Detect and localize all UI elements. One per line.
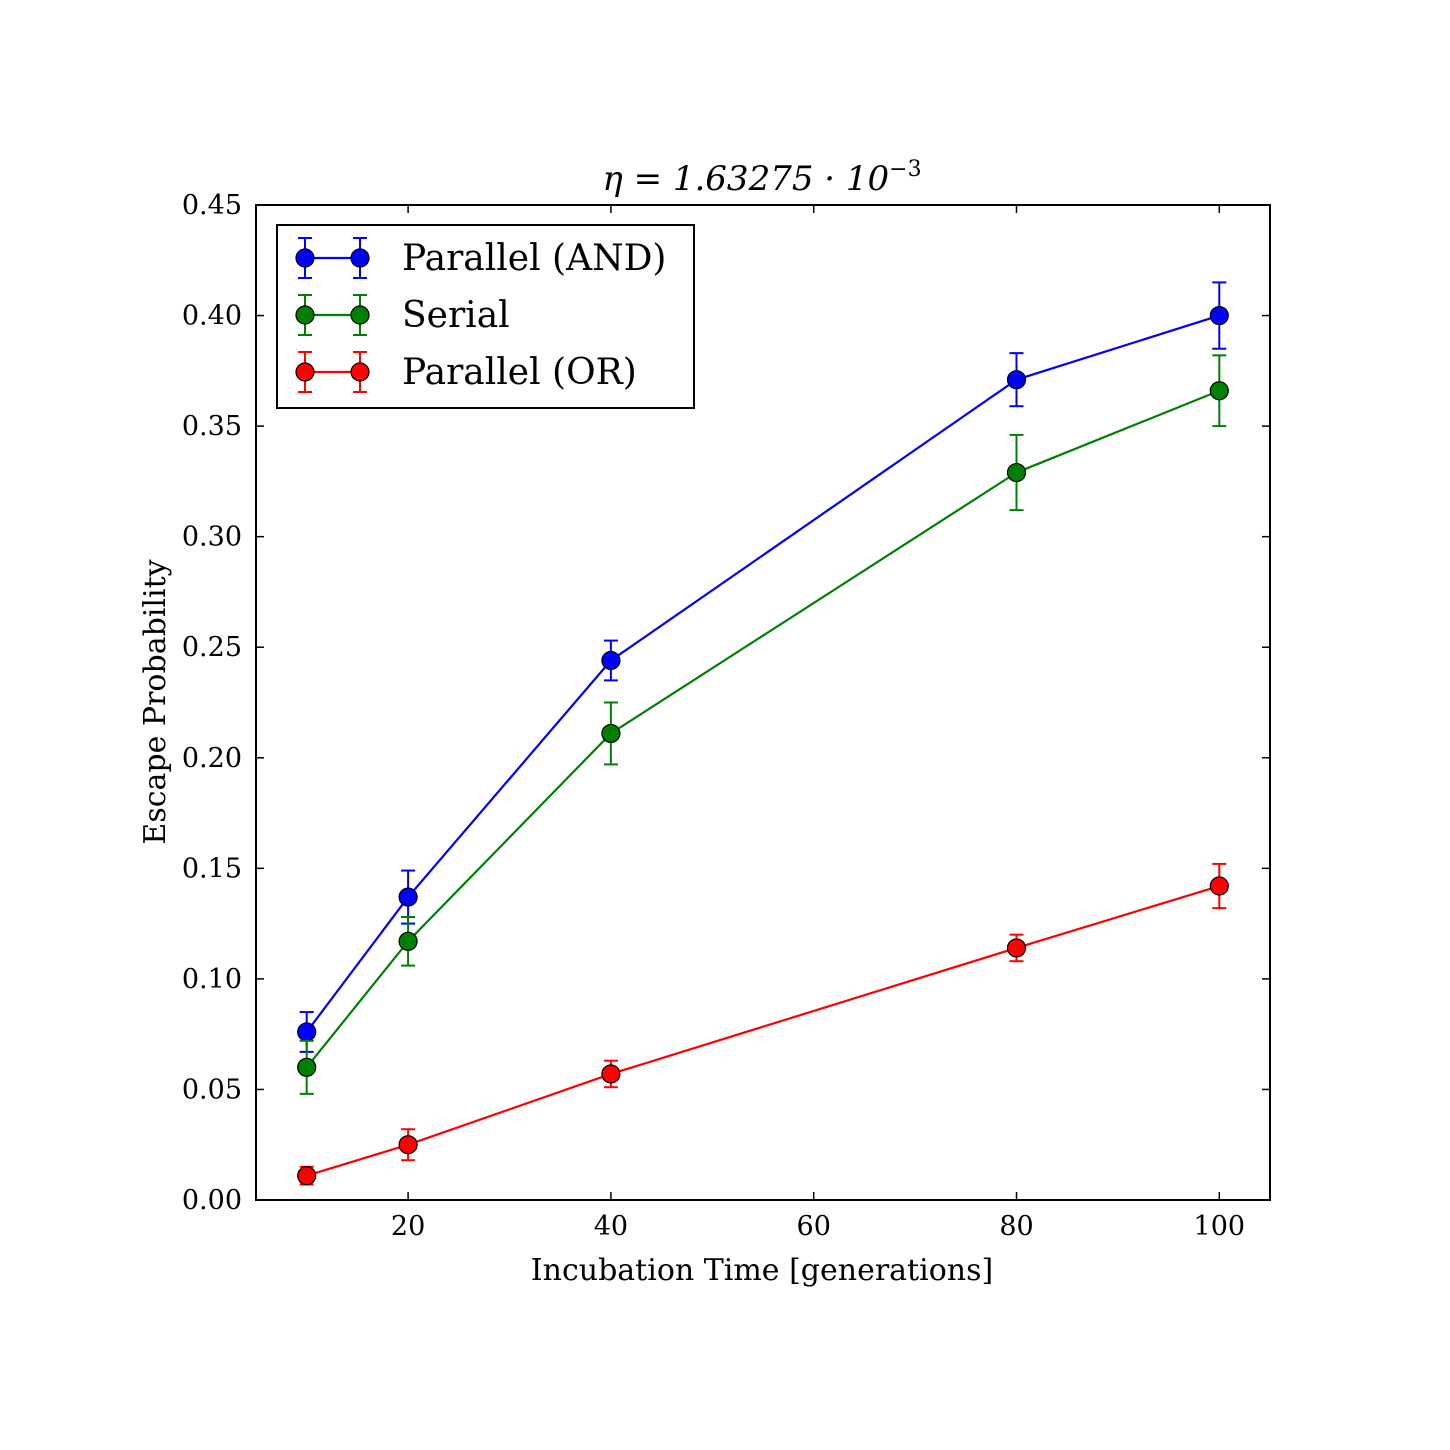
- chart-title-exponent: −3: [889, 157, 921, 182]
- y-axis-label: Escape Probability: [138, 559, 173, 844]
- legend: Parallel (AND) Serial Parallel (OR): [276, 224, 695, 409]
- legend-label: Parallel (AND): [402, 238, 666, 279]
- x-tick-label: 100: [1194, 1211, 1246, 1242]
- data-point: [398, 931, 418, 951]
- data-point: [601, 650, 621, 671]
- data-point: [1006, 938, 1027, 958]
- series-2: [297, 862, 1229, 1186]
- x-tick-label: 60: [797, 1211, 831, 1242]
- y-tick-label: 0.10: [182, 964, 242, 995]
- legend-marker: [350, 362, 370, 382]
- series-1: [297, 354, 1229, 1095]
- y-tick-label: 0.25: [182, 632, 242, 663]
- y-tick-label: 0.05: [182, 1074, 242, 1105]
- chart-title: η = 1.63275 · 10−3: [602, 157, 921, 199]
- x-tick-label: 40: [594, 1211, 628, 1242]
- legend-item-2: Parallel (OR): [295, 351, 637, 393]
- data-point: [398, 1135, 418, 1155]
- y-tick-label: 0.15: [182, 853, 242, 884]
- series-0: [297, 281, 1229, 1053]
- data-point: [601, 723, 621, 744]
- x-tick-label: 80: [999, 1211, 1033, 1242]
- y-tick-label: 0.20: [182, 743, 242, 774]
- data-point: [601, 1064, 621, 1084]
- data-point: [297, 1022, 317, 1042]
- data-point: [398, 887, 418, 907]
- chart-title-base: η = 1.63275 · 10: [602, 159, 889, 199]
- data-point: [1209, 381, 1229, 401]
- legend-item-0: Parallel (AND): [295, 237, 666, 279]
- data-point: [1006, 462, 1027, 483]
- legend-box: [276, 224, 695, 409]
- y-tick-label: 0.30: [182, 522, 242, 553]
- y-tick-label: 0.40: [182, 301, 242, 332]
- y-tick-label: 0.35: [182, 411, 242, 442]
- plot-area: 20 40 60 80 100 0.00 0.05 0.10 0.15 0.20 0.25 0.30 0…: [182, 190, 1271, 1242]
- series-line: [305, 389, 1220, 1069]
- legend-marker: [295, 248, 315, 268]
- axes-frame: [255, 204, 1271, 1201]
- x-axis-label: Incubation Time [generations]: [531, 1253, 993, 1288]
- data-point: [1209, 876, 1229, 896]
- legend-marker: [295, 362, 315, 382]
- legend-label: Serial: [402, 295, 510, 336]
- legend-item-1: Serial: [295, 294, 510, 336]
- legend-marker: [350, 248, 370, 268]
- series-line: [305, 314, 1220, 1033]
- legend-label: Parallel (OR): [402, 352, 637, 393]
- legend-marker: [350, 305, 370, 325]
- data-point: [1006, 370, 1027, 390]
- data-point: [297, 1166, 317, 1186]
- legend-marker: [295, 305, 315, 325]
- data-point: [1209, 305, 1229, 326]
- y-tick-label: 0.45: [182, 190, 242, 221]
- x-tick-label: 20: [391, 1211, 425, 1242]
- series-line: [306, 884, 1220, 1177]
- y-tick-label: 0.00: [182, 1185, 242, 1216]
- data-point: [297, 1057, 317, 1077]
